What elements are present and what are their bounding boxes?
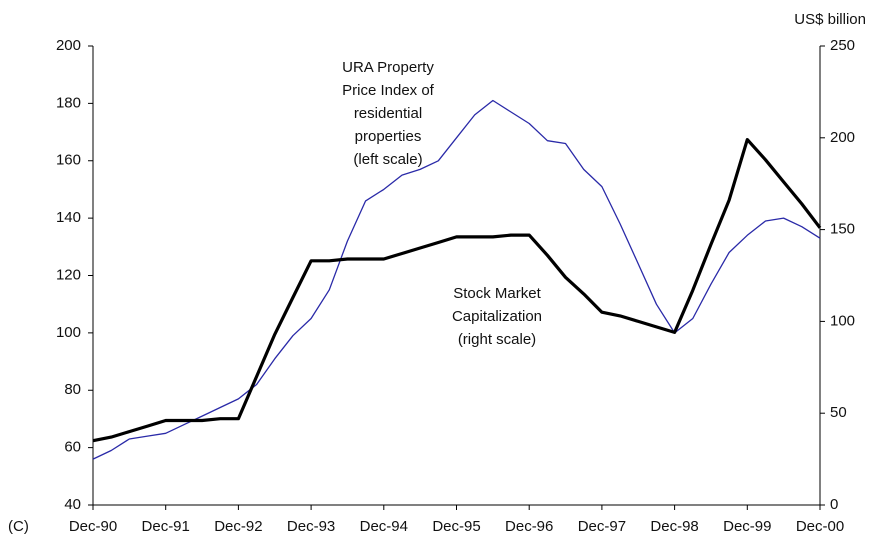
- series-line: [92, 138, 822, 443]
- series-line: [92, 99, 821, 460]
- annotation: (left scale): [353, 151, 422, 168]
- y2-tick-label: 50: [830, 404, 847, 421]
- x-tick-label: Dec-99: [723, 518, 771, 535]
- x-tick-label: Dec-94: [360, 518, 408, 535]
- x-tick-label: Dec-91: [142, 518, 190, 535]
- x-tick-label: Dec-97: [578, 518, 626, 535]
- annotation: Price Index of: [342, 82, 435, 99]
- y2-axis-label: US$ billion: [794, 11, 866, 28]
- y-tick-label: 100: [56, 324, 81, 341]
- x-tick-label: Dec-93: [287, 518, 335, 535]
- y-tick-label: 80: [64, 381, 81, 398]
- y-tick-label: 140: [56, 209, 81, 226]
- y2-tick-label: 250: [830, 37, 855, 54]
- x-tick-label: Dec-90: [69, 518, 117, 535]
- y2-tick-label: 100: [830, 312, 855, 329]
- x-tick-label: Dec-96: [505, 518, 553, 535]
- y2-tick-label: 0: [830, 496, 838, 513]
- x-tick-label: Dec-95: [432, 518, 480, 535]
- annotation: Capitalization: [452, 308, 542, 325]
- annotation: properties: [355, 128, 422, 145]
- y-tick-label: 40: [64, 496, 81, 513]
- x-tick-label: Dec-00: [796, 518, 844, 535]
- y-tick-label: 180: [56, 94, 81, 111]
- y2-tick-label: 200: [830, 129, 855, 146]
- annotation: (right scale): [458, 331, 536, 348]
- y2-tick-label: 150: [830, 221, 855, 238]
- annotation: URA Property: [342, 59, 434, 76]
- x-tick-label: Dec-98: [650, 518, 698, 535]
- panel-label: (C): [8, 518, 29, 535]
- y-tick-label: 120: [56, 266, 81, 283]
- annotation: residential: [354, 105, 422, 122]
- y-tick-label: 160: [56, 152, 81, 169]
- y-tick-label: 60: [64, 439, 81, 456]
- annotation: Stock Market: [453, 285, 541, 302]
- y-tick-label: 200: [56, 37, 81, 54]
- x-tick-label: Dec-92: [214, 518, 262, 535]
